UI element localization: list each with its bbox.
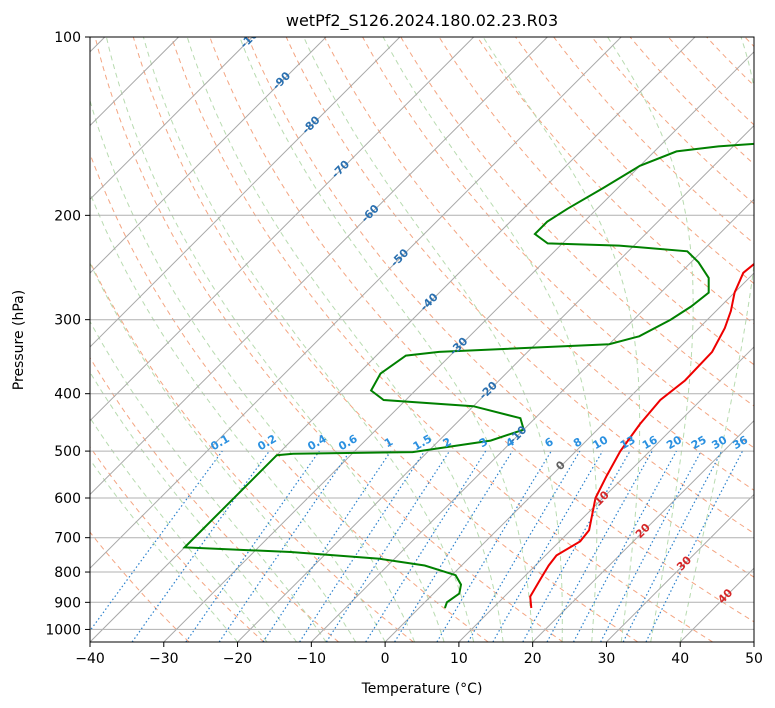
- isotherm: [90, 37, 401, 348]
- moist-adiabat: [90, 416, 268, 642]
- x-tick-label: 40: [671, 651, 689, 667]
- y-tick-label: 100: [54, 30, 81, 46]
- dry-adiabat: [90, 356, 339, 642]
- moist-adiabat: [90, 458, 238, 642]
- mixing-ratio-line: [90, 450, 223, 632]
- dry-adiabat: [438, 37, 754, 366]
- y-tick-label: 400: [54, 387, 81, 403]
- x-tick-label: −20: [223, 651, 253, 667]
- moist-adiabat: [90, 371, 297, 642]
- mixing-ratio-line: [522, 450, 631, 642]
- y-axis: 100 200 300 400 500 600 700 800 900 1000: [45, 30, 90, 638]
- x-tick-label: 10: [450, 651, 468, 667]
- dry-adiabat: [94, 37, 564, 642]
- temperature-profile-line: [529, 262, 754, 609]
- y-axis-label: Pressure (hPa): [11, 290, 27, 390]
- moist-adiabat: [482, 37, 641, 642]
- mixing-ratio-line: [436, 450, 552, 642]
- mixing-ratio-line: [365, 450, 487, 642]
- y-tick-label: 800: [54, 565, 81, 581]
- mixing-ratio-line: [492, 450, 604, 642]
- moist-adiabat: [382, 37, 598, 642]
- dry-adiabat: [247, 37, 754, 578]
- moist-adiabat: [142, 37, 475, 642]
- x-axis-label: Temperature (°C): [361, 681, 483, 697]
- y-tick-label: 200: [54, 208, 81, 224]
- y-tick-label: 600: [54, 491, 81, 507]
- x-tick-label: 20: [524, 651, 542, 667]
- x-tick-label: 50: [745, 651, 763, 667]
- mixing-ratio-line: [325, 450, 451, 642]
- isotherm: [90, 37, 622, 569]
- x-axis: −40 −30 −20 −10 0 10 20 30 40 50: [75, 642, 763, 667]
- dry-adiabat: [323, 37, 754, 491]
- y-tick-label: 700: [54, 531, 81, 547]
- isotherm: [310, 198, 754, 642]
- moist-adiabat: [186, 37, 504, 642]
- moist-adiabat: [239, 37, 534, 642]
- dry-adiabat: [209, 37, 754, 623]
- moist-adiabat: [303, 37, 563, 642]
- dry-adiabat: [132, 37, 639, 642]
- mixing-ratio-line: [394, 450, 513, 642]
- mixing-ratio-line: [185, 450, 320, 642]
- y-tick-label: 900: [54, 595, 81, 611]
- y-tick-label: 300: [54, 313, 81, 329]
- x-tick-label: 30: [598, 651, 616, 667]
- y-tick-label: 1000: [45, 622, 81, 638]
- mixing-ratio-line: [131, 450, 270, 642]
- moist-adiabat: [607, 37, 694, 642]
- mixing-ratio-line: [546, 450, 653, 642]
- isotherm: [606, 493, 754, 642]
- moist-adiabat: [90, 191, 386, 642]
- isotherm: [237, 124, 754, 642]
- plot-frame: [89, 36, 755, 643]
- moist-adiabat: [90, 262, 357, 642]
- mixing-ratio-line: [572, 450, 677, 642]
- dry-adiabat: [400, 37, 754, 407]
- isotherm: [90, 37, 548, 496]
- plot-area: [90, 37, 754, 642]
- x-tick-label: −30: [149, 651, 179, 667]
- y-tick-label: 500: [54, 444, 81, 460]
- chart-title: wetPf2_S126.2024.180.02.23.R03: [286, 11, 558, 31]
- mixing-ratio-line: [218, 450, 351, 642]
- mixing-ratio-line: [467, 450, 581, 642]
- dewpoint-profile-line: [182, 142, 754, 609]
- dry-adiabat: [90, 260, 414, 642]
- isotherm: [90, 37, 475, 422]
- x-tick-label: −10: [297, 651, 327, 667]
- x-tick-label: −40: [75, 651, 105, 667]
- moist-adiabat: [105, 37, 445, 642]
- isotherm: [458, 346, 754, 642]
- isotherm: [163, 51, 754, 642]
- dry-adiabat: [90, 531, 190, 642]
- isotherm: [532, 419, 754, 642]
- isotherm: [90, 37, 327, 274]
- x-tick-label: 0: [381, 651, 390, 667]
- isotherm: [384, 272, 754, 642]
- isotherm: [90, 37, 253, 201]
